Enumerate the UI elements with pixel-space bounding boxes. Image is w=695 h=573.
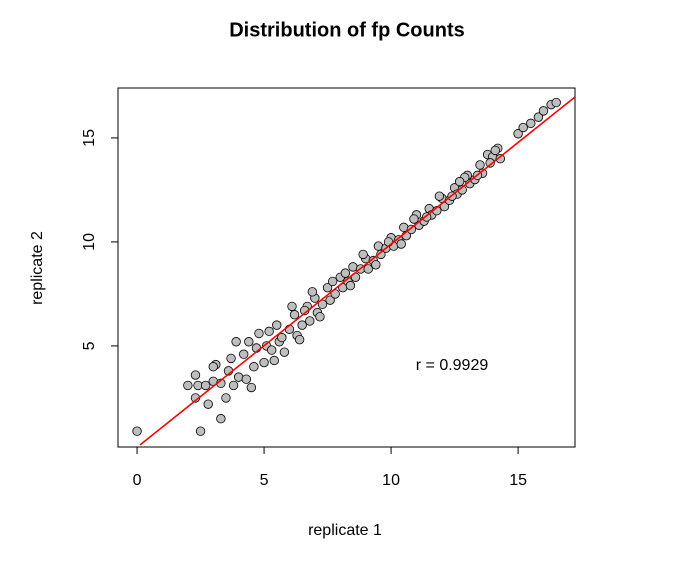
point: [239, 349, 249, 359]
y-tick-label: 10: [81, 233, 98, 251]
point: [226, 353, 236, 364]
x-tick-label: 0: [133, 472, 142, 489]
y-axis-label: replicate 2: [29, 231, 46, 305]
point: [203, 399, 213, 409]
point: [132, 426, 142, 436]
point: [533, 112, 544, 122]
point: [317, 299, 328, 310]
point: [485, 158, 495, 168]
point: [348, 262, 358, 272]
point: [345, 280, 356, 291]
point: [287, 301, 297, 312]
point: [183, 380, 193, 391]
x-tick-label: 15: [509, 472, 527, 489]
fit-line: [139, 96, 575, 446]
point: [294, 334, 305, 345]
point: [307, 287, 318, 297]
point: [475, 160, 485, 170]
point: [241, 374, 251, 384]
point: [208, 362, 218, 372]
y-tick-label: 15: [81, 129, 98, 147]
point: [371, 260, 381, 270]
point: [409, 214, 419, 224]
point: [376, 249, 386, 260]
point: [322, 282, 333, 293]
point: [327, 276, 338, 287]
point: [454, 176, 465, 187]
point: [363, 264, 373, 274]
point: [297, 320, 307, 330]
point: [513, 129, 523, 139]
x-tick-label: 5: [260, 472, 269, 489]
point: [264, 326, 274, 337]
point: [216, 414, 226, 424]
point: [266, 345, 277, 355]
point: [254, 328, 264, 339]
point: [195, 426, 206, 436]
point: [325, 295, 335, 305]
point: [305, 316, 315, 326]
point: [269, 355, 279, 366]
point: [289, 310, 300, 320]
point: [200, 380, 211, 391]
point: [396, 239, 406, 249]
point: [490, 145, 500, 156]
point: [538, 106, 549, 116]
point: [221, 393, 231, 403]
plot-frame: [117, 87, 576, 448]
point: [551, 97, 561, 108]
point: [249, 362, 259, 372]
point: [233, 372, 244, 382]
point: [358, 249, 368, 260]
point: [244, 337, 254, 347]
point: [315, 312, 325, 322]
points: [132, 97, 561, 436]
point: [190, 370, 201, 380]
point: [495, 154, 506, 164]
point: [277, 332, 287, 343]
point: [272, 320, 282, 330]
x-tick-label: 10: [382, 472, 400, 489]
point: [383, 237, 394, 247]
point: [399, 222, 409, 233]
y-tick-label: 5: [81, 341, 98, 350]
point: [373, 241, 384, 251]
point: [279, 347, 290, 357]
x-axis-label: replicate 1: [308, 522, 382, 539]
chart-title: Distribution of fp Counts: [229, 19, 465, 41]
point: [231, 337, 241, 347]
point: [406, 224, 417, 235]
point: [526, 118, 536, 129]
point: [518, 122, 528, 133]
point: [228, 380, 239, 391]
point: [259, 357, 269, 368]
point: [340, 268, 351, 278]
annotation: r = 0.9929: [416, 357, 489, 374]
point: [434, 191, 445, 201]
point: [246, 382, 257, 393]
